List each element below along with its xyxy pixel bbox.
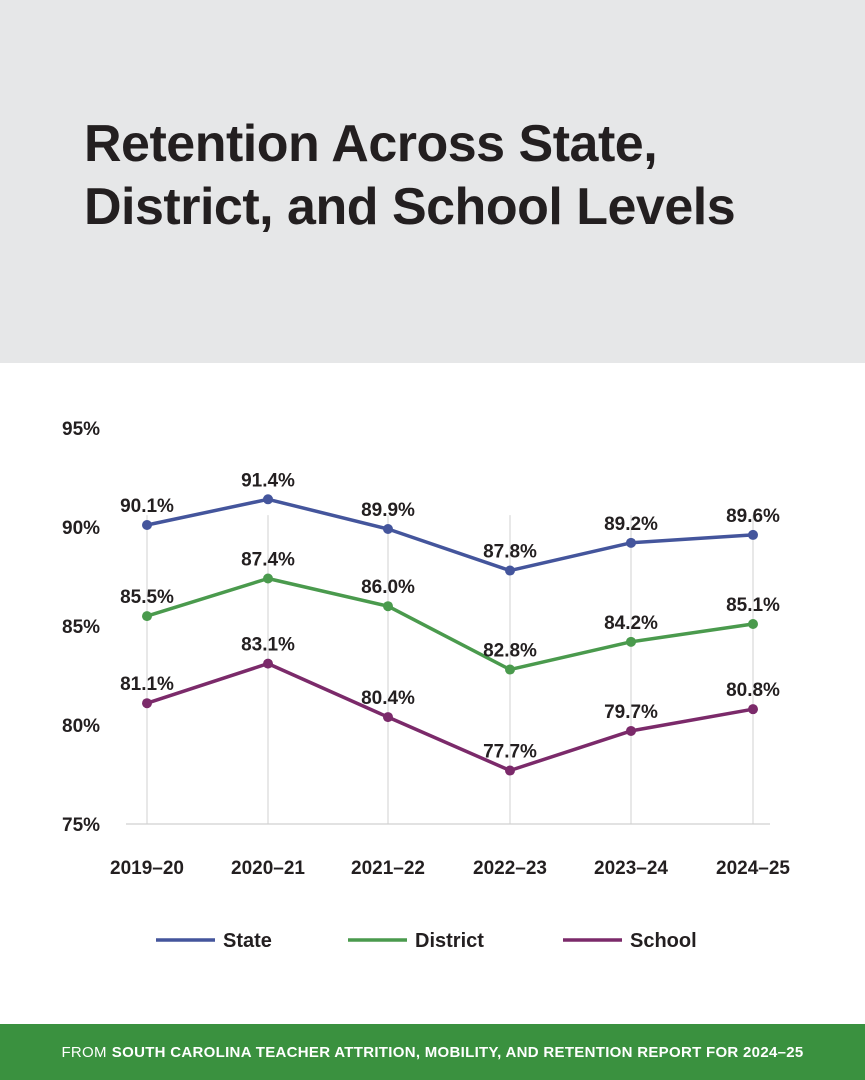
state-data-label: 89.6%	[726, 506, 780, 527]
x-tick-label: 2021–22	[351, 858, 425, 879]
district-data-label: 85.5%	[120, 587, 174, 608]
school-data-label: 83.1%	[241, 635, 295, 656]
y-tick-label: 80%	[62, 716, 100, 737]
y-tick-label: 75%	[62, 815, 100, 836]
district-data-label: 87.4%	[241, 549, 295, 570]
page-title: Retention Across State, District, and Sc…	[84, 115, 736, 236]
school-data-label: 79.7%	[604, 702, 658, 723]
school-legend-label: School	[630, 930, 697, 952]
school-point	[263, 658, 273, 669]
district-point	[383, 601, 393, 612]
school-data-label: 80.4%	[361, 688, 415, 709]
state-data-label: 89.9%	[361, 500, 415, 521]
school-point	[142, 698, 152, 709]
state-series-line	[145, 497, 755, 573]
district-point	[142, 611, 152, 622]
district-legend-label: District	[415, 930, 484, 952]
school-data-label: 80.8%	[726, 680, 780, 701]
x-tick-label: 2020–21	[231, 858, 305, 879]
district-point	[748, 619, 758, 630]
district-series-line	[145, 576, 755, 672]
state-legend-label: State	[223, 930, 272, 952]
state-data-label: 87.8%	[483, 542, 537, 563]
source-prefix: FROM	[61, 1043, 107, 1061]
retention-line-chart: 75% 80% 85% 90% 95% 2019–20 2020–21 2021–22 2022…	[62, 419, 790, 952]
state-data-label: 89.2%	[604, 514, 658, 535]
district-data-label: 86.0%	[361, 577, 415, 598]
district-data-label: 82.8%	[483, 641, 537, 662]
state-point	[263, 494, 273, 505]
y-tick-label: 85%	[62, 617, 100, 638]
x-tick-label: 2024–25	[716, 858, 790, 879]
school-point	[505, 765, 515, 776]
district-data-label: 85.1%	[726, 595, 780, 616]
state-point	[505, 565, 515, 576]
school-point	[383, 712, 393, 723]
state-point	[383, 523, 393, 534]
x-tick-label: 2019–20	[110, 858, 184, 879]
source-title: SOUTH CAROLINA TEACHER ATTRITION, MOBILI…	[111, 1043, 804, 1061]
source-footer: FROM SOUTH CAROLINA TEACHER ATTRITION, M…	[0, 1024, 865, 1080]
school-point	[626, 725, 636, 736]
district-data-label: 84.2%	[604, 613, 658, 634]
x-tick-label: 2022–23	[473, 858, 547, 879]
state-point	[748, 529, 758, 540]
y-tick-label: 90%	[62, 518, 100, 539]
district-point	[626, 636, 636, 647]
state-point	[626, 537, 636, 548]
state-point	[142, 520, 152, 531]
x-tick-label: 2023–24	[594, 858, 668, 879]
school-data-label: 77.7%	[483, 742, 537, 763]
state-data-label: 90.1%	[120, 496, 174, 517]
district-point	[263, 573, 273, 584]
district-point	[505, 664, 515, 675]
y-tick-label: 95%	[62, 419, 100, 440]
state-data-label: 91.4%	[241, 470, 295, 491]
school-point	[748, 704, 758, 715]
school-series-line	[145, 661, 755, 773]
school-data-label: 81.1%	[120, 674, 174, 695]
title-banner: Retention Across State, District, and Sc…	[0, 0, 865, 363]
